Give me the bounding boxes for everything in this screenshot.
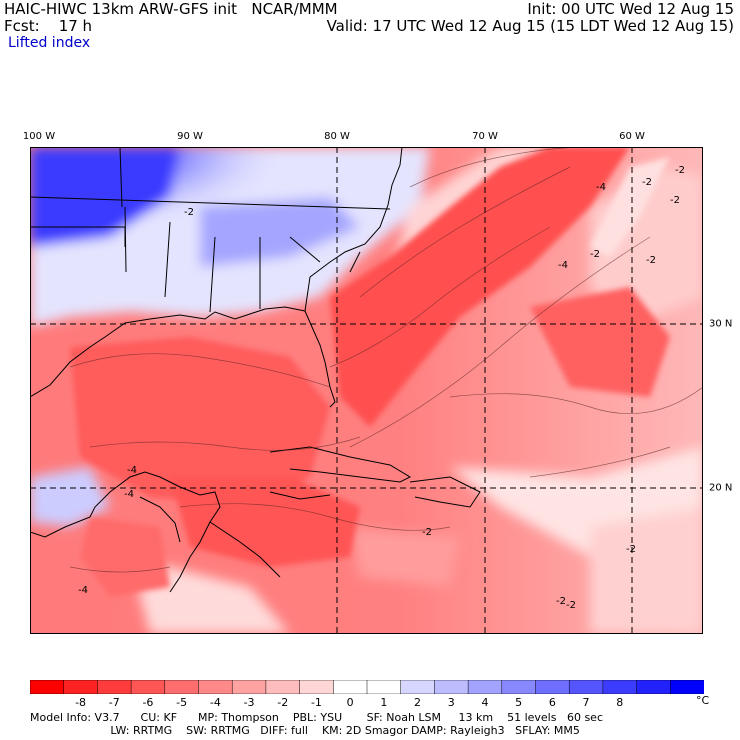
colorbar-segment — [568, 680, 604, 694]
contour-label: -2 — [556, 596, 566, 607]
colorbar-tick-label: 7 — [582, 696, 590, 709]
colorbar-segment — [400, 680, 436, 694]
lat-label-30n: 30 N — [709, 318, 733, 330]
colorbar-segment — [299, 680, 335, 694]
colorbar-segment — [366, 680, 402, 694]
contour-label: -2 — [566, 600, 576, 611]
contour-label: -2 — [422, 527, 432, 538]
colorbar-segment — [636, 680, 672, 694]
model-info-line1: Model Info: V3.7 CU: KF MP: Thompson PBL… — [30, 711, 603, 724]
contour-label: -2 — [590, 249, 600, 260]
contour-label: -2 — [646, 255, 656, 266]
colorbar-tick-label: -2 — [277, 696, 289, 709]
lon-label-90w: 90 W — [177, 131, 203, 142]
colorbar-segment — [63, 680, 99, 694]
colorbar-segment — [130, 680, 166, 694]
contour-label: -4 — [558, 260, 568, 271]
colorbar-segment — [535, 680, 570, 694]
colorbar-segment — [670, 680, 704, 694]
lon-label-100w: 100 W — [22, 131, 56, 142]
colorbar-segment — [602, 680, 638, 694]
contour-label: -2 — [184, 207, 194, 218]
colorbar-tick-label: -5 — [176, 696, 188, 709]
colorbar-tick-label: 4 — [481, 696, 489, 709]
colorbar-segment — [198, 680, 233, 694]
colorbar-segment — [164, 680, 200, 694]
colorbar-tick-label: 1 — [380, 696, 388, 709]
init-time: Init: 00 UTC Wed 12 Aug 15 — [527, 0, 734, 18]
contour-labels: -4 -4 -4 -2 -2 -2 -2 -4 -2 -4 -2 -2 -2 -… — [78, 165, 685, 611]
latlon-grid — [30, 147, 703, 634]
contour-lines — [69, 147, 703, 573]
colorbar-tick-label: -3 — [243, 696, 255, 709]
colorbar-segment — [333, 680, 368, 694]
valid-time: Valid: 17 UTC Wed 12 Aug 15 (15 LDT Wed … — [326, 17, 734, 35]
colorbar-segment — [434, 680, 469, 694]
colorbar-tick-label: -4 — [209, 696, 221, 709]
field-cores — [70, 147, 670, 597]
colorbar-segment — [97, 680, 132, 694]
contour-label: -2 — [670, 195, 680, 206]
colorbar-segment — [265, 680, 301, 694]
map-frame — [30, 147, 703, 634]
model-info-line2: LW: RRTMG SW: RRTMG DIFF: full KM: 2D Sm… — [30, 724, 580, 737]
lon-label-60w: 60 W — [619, 131, 645, 142]
lifted-index-map: -4 -4 -4 -2 -2 -2 -2 -4 -2 -4 -2 -2 -2 -… — [30, 147, 703, 634]
forecast-hour: Fcst: 17 h — [4, 17, 93, 35]
colorbar-segment — [501, 680, 537, 694]
colorbar-tick-label: 3 — [447, 696, 455, 709]
coastlines — [30, 147, 481, 593]
colorbar — [30, 680, 704, 694]
colorbar-segment — [30, 680, 65, 694]
colorbar-tick-label: 5 — [515, 696, 523, 709]
contour-label: -4 — [124, 489, 134, 500]
colorbar-segment — [467, 680, 503, 694]
contour-label: -2 — [626, 544, 636, 555]
contour-label: -2 — [642, 177, 652, 188]
colorbar-tick-label: 2 — [414, 696, 422, 709]
colorbar-tick-label: -8 — [75, 696, 87, 709]
colorbar-tick-label: 6 — [548, 696, 556, 709]
contour-label: -4 — [78, 585, 88, 596]
colorbar-segment — [231, 680, 267, 694]
lon-label-80w: 80 W — [324, 131, 350, 142]
lon-label-70w: 70 W — [472, 131, 498, 142]
colorbar-tick-label: 8 — [616, 696, 624, 709]
contour-label: -2 — [675, 165, 685, 176]
colorbar-tick-label: -6 — [142, 696, 154, 709]
contour-label: -4 — [127, 465, 137, 476]
colorbar-unit: °C — [696, 694, 710, 707]
colorbar-tick-label: 0 — [346, 696, 354, 709]
lat-label-20n: 20 N — [709, 482, 733, 494]
colorbar-tick-label: -7 — [108, 696, 120, 709]
model-title: HAIC-HIWC 13km ARW-GFS init NCAR/MMM — [4, 0, 338, 18]
field-name: Lifted index — [8, 35, 91, 51]
contour-label: -4 — [596, 182, 606, 193]
colorbar-tick-label: -1 — [310, 696, 322, 709]
